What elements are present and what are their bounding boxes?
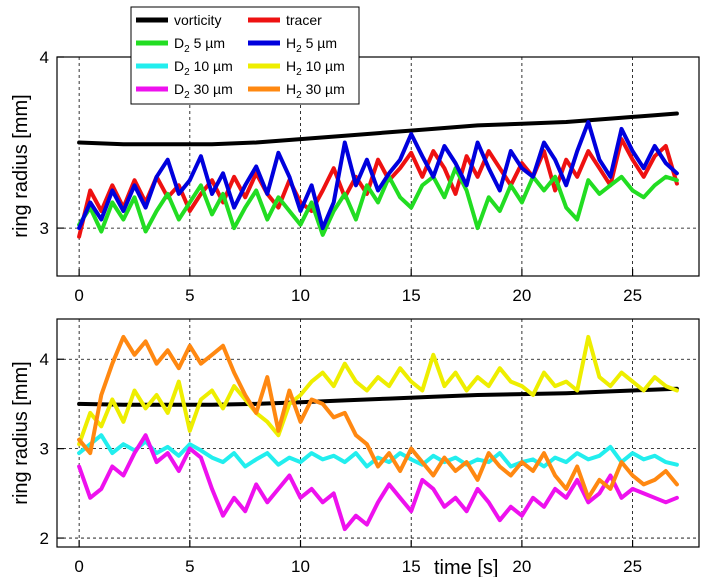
legend-label: D2 5 µm (174, 35, 225, 55)
legend-label: H2 10 µm (286, 58, 345, 78)
bottom-panel: 0 5 10 15 20 25 2 3 4 ring radius [mm] time [s] (10, 318, 700, 577)
legend-label: vorticity (174, 12, 221, 28)
bottom-ytick-label: 4 (40, 350, 49, 369)
bottom-xtick-label: 10 (291, 557, 310, 576)
top-series-vorticity (77, 111, 679, 147)
top-xtick-label: 25 (623, 286, 642, 305)
top-ticks: 0 5 10 15 20 25 3 4 (40, 48, 643, 305)
top-ytick-label: 3 (40, 219, 49, 238)
top-plot-frame (56, 56, 700, 277)
bottom-xtick-label: 25 (623, 557, 642, 576)
bottom-series-h2-30-m (77, 334, 679, 500)
top-series-tracer (77, 137, 679, 239)
top-series-h2-5-m (77, 120, 679, 231)
bottom-series-d2-10-m (77, 433, 679, 469)
bottom-series-group (77, 334, 679, 532)
top-series-group (77, 111, 679, 239)
legend-box (130, 6, 360, 105)
legend-label: H2 30 µm (286, 81, 345, 101)
top-ytick-label: 4 (40, 48, 49, 67)
bottom-ticks: 0 5 10 15 20 25 2 3 4 (40, 350, 643, 576)
bottom-series-vorticity (77, 386, 679, 407)
top-xtick-label: 10 (291, 286, 310, 305)
bottom-xtick-label: 15 (402, 557, 421, 576)
bottom-xlabel: time [s] (434, 557, 498, 577)
bottom-plot-frame (56, 318, 700, 548)
bottom-gridlines (57, 319, 699, 547)
bottom-ytick-label: 2 (40, 529, 49, 548)
top-ylabel: ring radius [mm] (10, 94, 32, 237)
bottom-ylabel: ring radius [mm] (10, 361, 32, 504)
bottom-xtick-label: 20 (512, 557, 531, 576)
top-gridlines (57, 56, 699, 276)
legend-label: H2 5 µm (286, 35, 337, 55)
bottom-ytick-label: 3 (40, 440, 49, 459)
legend: vorticity tracer D2 5 µm H2 5 µm D2 10 µm H2 … (130, 6, 360, 105)
bottom-xtick-label: 0 (74, 557, 83, 576)
top-panel: 0 5 10 15 20 25 3 4 ring radius [mm] vorticity t… (10, 6, 700, 305)
legend-label: tracer (286, 12, 322, 28)
top-xtick-label: 15 (402, 286, 421, 305)
legend-label: D2 30 µm (174, 81, 233, 101)
top-xtick-label: 0 (74, 286, 83, 305)
bottom-series-h2-10-m (77, 334, 679, 447)
top-xtick-label: 20 (512, 286, 531, 305)
bottom-series-d2-30-m (77, 433, 679, 532)
bottom-xtick-label: 5 (185, 557, 194, 576)
top-xtick-label: 5 (185, 286, 194, 305)
top-series-d2-5-m (77, 166, 679, 237)
legend-label: D2 10 µm (174, 58, 233, 78)
